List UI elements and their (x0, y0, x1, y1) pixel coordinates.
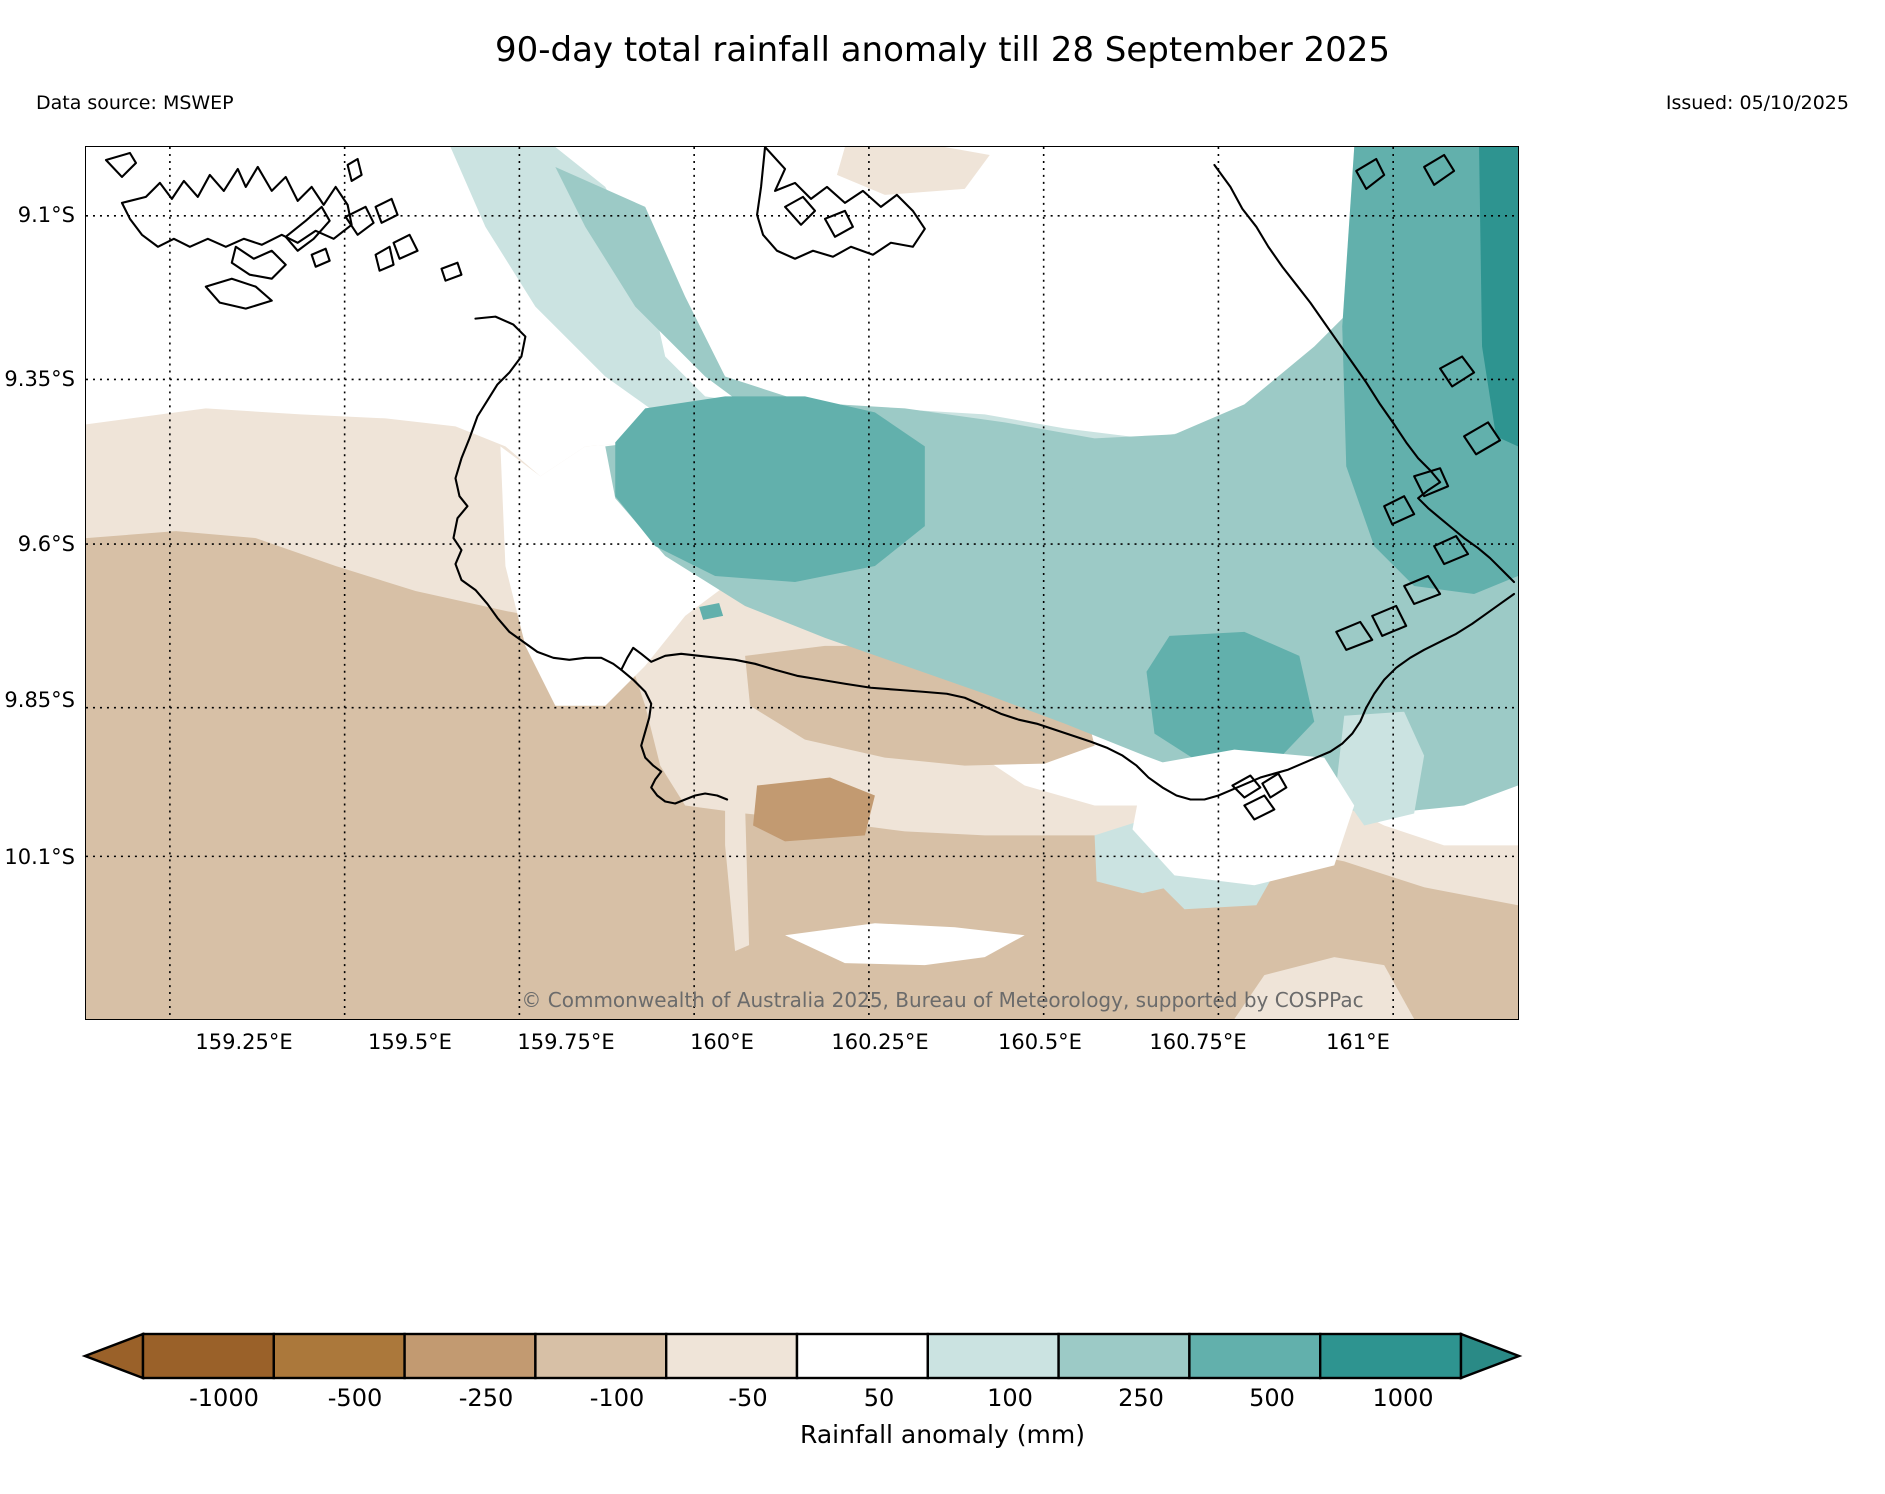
colorbar-axis-label: Rainfall anomaly (mm) (800, 1420, 1085, 1449)
xtick-label-1: 159.5°E (368, 1030, 452, 1054)
ytick-label-0: 9.1°S (17, 203, 75, 227)
colorbar-band-2 (403, 1332, 537, 1380)
contour-band-neg250-neg100 (86, 531, 1518, 1019)
colorbar-band-0 (141, 1332, 276, 1380)
colorbar-tick-4: -50 (728, 1384, 768, 1412)
ytick-label-2: 9.6°S (17, 532, 75, 556)
gridlines-layer (86, 147, 1518, 1019)
ytick-label-3: 9.85°S (4, 688, 75, 712)
contour-band-neg500-neg250-core (753, 777, 875, 842)
rainfall-anomaly-contour-map (86, 147, 1518, 1019)
contour-band-250-500-north (615, 396, 925, 583)
contour-band-neutral-pocket-south (785, 923, 1025, 966)
colorbar-tick-2: -250 (458, 1384, 514, 1412)
contour-band-neg100-neg50-southeast (1234, 957, 1415, 1019)
data-source-label: Data source: MSWEP (36, 92, 234, 114)
contour-band-100-250 (555, 156, 1518, 664)
xtick-label-7: 161°E (1326, 1030, 1390, 1054)
colorbar-band-3 (534, 1332, 668, 1380)
xtick-label-0: 159.25°E (195, 1030, 293, 1054)
issued-date-label: Issued: 05/10/2025 (1665, 92, 1849, 114)
xtick-label-5: 160.5°E (998, 1030, 1082, 1054)
xtick-label-3: 160°E (690, 1030, 754, 1054)
page-title: 90-day total rainfall anomaly till 28 Se… (494, 30, 1391, 70)
colorbar-band-6 (926, 1332, 1060, 1380)
colorbar (81, 1332, 1523, 1380)
colorbar-extend-high (1459, 1332, 1523, 1380)
colorbar-band-1 (272, 1332, 406, 1380)
colorbar-tick-5: 50 (863, 1384, 895, 1412)
xtick-label-4: 160.25°E (831, 1030, 929, 1054)
colorbar-band-9 (1318, 1332, 1463, 1380)
contour-notch-pale (725, 805, 750, 952)
xtick-label-2: 159.75°E (517, 1030, 615, 1054)
colorbar-swatches (81, 1332, 1523, 1380)
map-plot-area[interactable] (85, 146, 1519, 1020)
colorbar-band-5 (795, 1332, 930, 1380)
colorbar-tick-1: -500 (327, 1384, 383, 1412)
contour-band-250-500-east (1342, 147, 1518, 594)
coastline-layer (104, 147, 1516, 821)
contour-band-50-100-se-c (1336, 711, 1425, 826)
colorbar-tick-3: -100 (589, 1384, 645, 1412)
colorbar-tick-7: 250 (1118, 1384, 1164, 1412)
contour-speck-teal (699, 602, 724, 620)
xtick-label-6: 160.75°E (1149, 1030, 1247, 1054)
ytick-label-1: 9.35°S (4, 367, 75, 391)
colorbar-band-8 (1188, 1332, 1322, 1380)
colorbar-tick-0: -1000 (189, 1384, 259, 1412)
contour-band-500-1000-east (1479, 147, 1518, 447)
colorbar-band-4 (665, 1332, 799, 1380)
contour-neutral-midright (1132, 749, 1355, 886)
colorbar-band-7 (1057, 1332, 1191, 1380)
colorbar-extend-low (81, 1332, 145, 1380)
colorbar-tick-8: 500 (1249, 1384, 1295, 1412)
colorbar-tick-6: 100 (987, 1384, 1033, 1412)
contour-band-neg100-neg50-topcentre (836, 147, 990, 195)
contour-band-250-500-blob (1146, 631, 1315, 766)
ytick-label-4: 10.1°S (4, 845, 75, 869)
colorbar-tick-9: 1000 (1372, 1384, 1434, 1412)
